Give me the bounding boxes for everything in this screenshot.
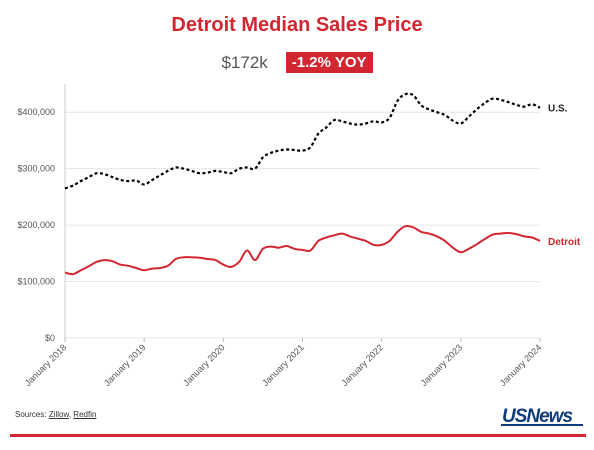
sources-prefix: Sources: xyxy=(15,410,47,419)
series-line-u-s xyxy=(64,92,541,190)
series-labels: U.S. Detroit xyxy=(548,104,581,248)
series-label-detroit: Detroit xyxy=(548,237,581,248)
x-tick-label: January 2021 xyxy=(260,342,306,388)
sources-note: Sources: Zillow, Redfin xyxy=(15,410,96,419)
x-tick-label: January 2024 xyxy=(498,342,544,388)
y-axis: $0 $100,000 $200,000 $300,000 $400,000 xyxy=(17,84,66,343)
source-link-zillow[interactable]: Zillow xyxy=(48,410,69,419)
x-tick-label: January 2022 xyxy=(339,342,385,388)
y-tick-label: $100,000 xyxy=(17,277,55,287)
source-link-redfin[interactable]: Redfin xyxy=(73,410,97,419)
series-label-u-s: U.S. xyxy=(548,104,568,115)
median-price-value: $172k xyxy=(221,52,268,72)
source-separator: , xyxy=(68,410,72,419)
x-tick-label: January 2019 xyxy=(102,342,148,388)
x-tick-label: January 2018 xyxy=(23,342,69,388)
svg-text:USNews: USNews xyxy=(502,406,572,426)
y-tick-label: $0 xyxy=(45,333,55,343)
x-tick-label: January 2023 xyxy=(419,342,465,388)
x-tick-label: January 2020 xyxy=(181,342,227,388)
chart-series xyxy=(64,92,541,276)
y-tick-label: $300,000 xyxy=(17,164,55,174)
line-chart: $0 $100,000 $200,000 $300,000 $400,000 Janua… xyxy=(17,84,581,388)
series-line-detroit xyxy=(64,224,541,276)
yoy-change-badge: -1.2% YOY xyxy=(285,52,373,73)
headline-stats: $172k -1.2% YOY xyxy=(0,52,594,73)
chart-gridlines xyxy=(65,111,540,339)
bottom-divider xyxy=(10,434,586,437)
y-tick-label: $400,000 xyxy=(17,107,55,117)
chart-title: Detroit Median Sales Price xyxy=(171,14,423,36)
usnews-logo: USNews xyxy=(501,404,583,426)
y-tick-label: $200,000 xyxy=(17,220,55,230)
x-axis: January 2018 January 2019 January 2020 Janu… xyxy=(23,338,544,388)
